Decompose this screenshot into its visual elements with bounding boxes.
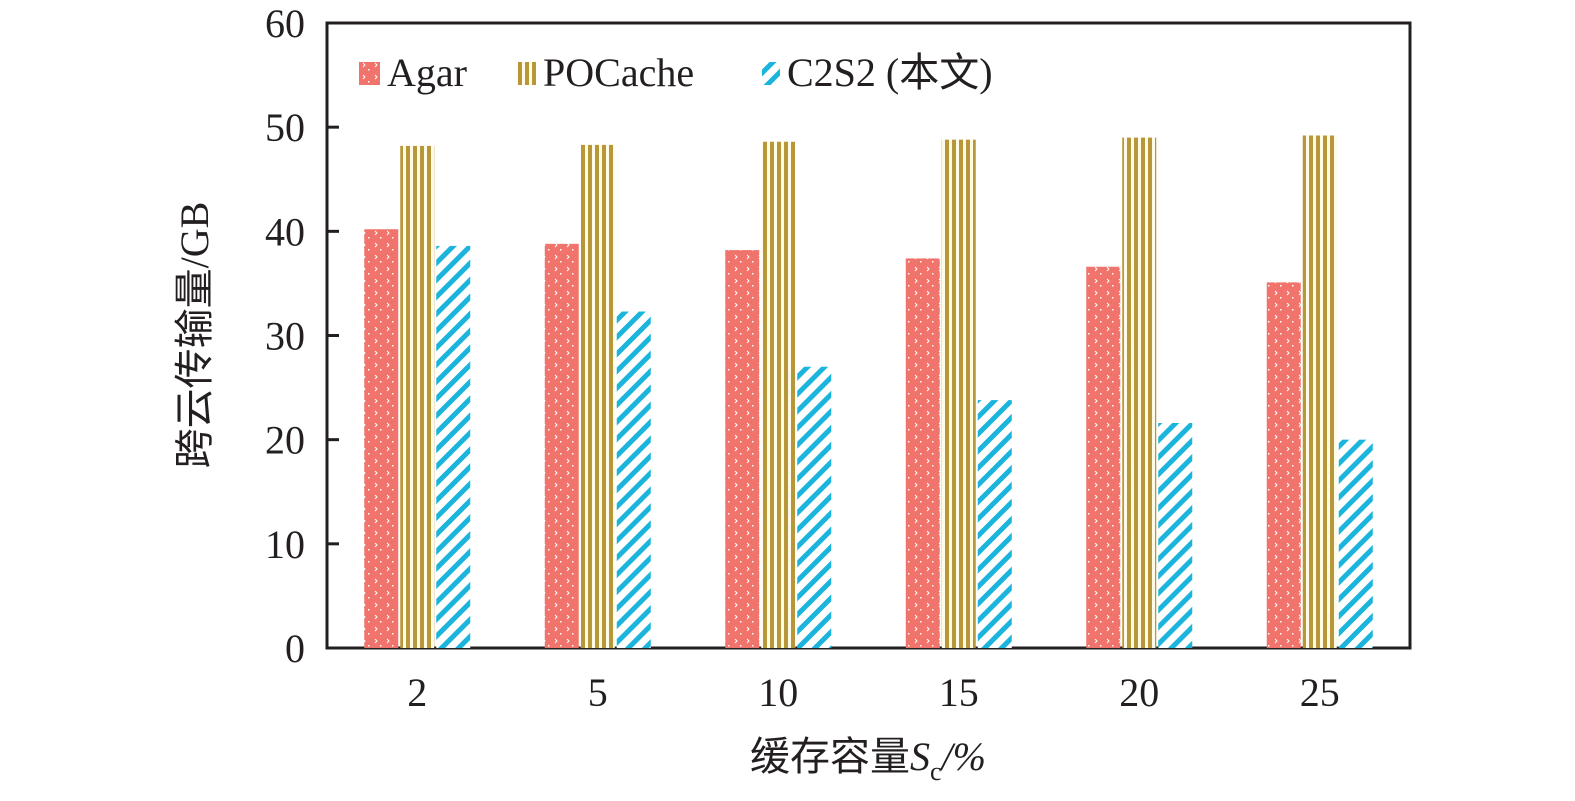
y-axis-title: 跨云传输量/GB (172, 202, 217, 469)
legend-label-agar: Agar (387, 50, 467, 95)
y-tick-label: 0 (285, 626, 305, 671)
bar-pocache-15 (941, 139, 976, 648)
x-axis-title-var: S (910, 734, 930, 779)
bar-pocache-25 (1302, 135, 1337, 648)
bar-agar-5 (544, 243, 579, 649)
y-tick-label: 10 (265, 522, 305, 567)
x-tick-label: 2 (407, 670, 427, 715)
y-tick-label: 50 (265, 105, 305, 150)
bar-agar-2 (364, 229, 399, 648)
x-axis-title-prefix: 缓存容量 (750, 734, 910, 779)
x-tick-label: 20 (1119, 670, 1159, 715)
legend-swatch-agar (359, 62, 380, 85)
bar-c2s2-2 (436, 245, 471, 648)
bar-agar-20 (1086, 266, 1121, 648)
bar-pocache-20 (1122, 137, 1157, 649)
x-axis: 2 5 10 15 20 25 (407, 670, 1340, 715)
x-axis-title: 缓存容量Sc/% (750, 734, 986, 786)
plot-frame (325, 21, 1412, 650)
bar-c2s2-15 (977, 400, 1012, 648)
legend: Agar POCache C2S2 (本文) (359, 50, 993, 95)
legend-swatch-pocache (517, 62, 536, 85)
bar-c2s2-20 (1158, 423, 1193, 648)
x-tick-label: 15 (939, 670, 979, 715)
x-axis-title-sub: c (930, 757, 942, 786)
legend-label-pocache: POCache (543, 50, 694, 95)
bar-c2s2-10 (797, 366, 832, 648)
bar-pocache-5 (580, 144, 615, 648)
x-tick-label: 10 (758, 670, 798, 715)
bar-c2s2-25 (1338, 439, 1373, 648)
x-axis-title-suffix: /% (940, 734, 986, 779)
x-tick-label: 25 (1300, 670, 1340, 715)
bar-pocache-10 (761, 141, 796, 648)
y-tick-label: 20 (265, 418, 305, 463)
bar-agar-15 (905, 258, 940, 648)
y-axis: 0 10 20 30 40 50 60 (265, 1, 339, 671)
bar-c2s2-5 (616, 311, 651, 648)
y-tick-label: 60 (265, 1, 305, 46)
y-tick-label: 30 (265, 314, 305, 359)
bar-agar-10 (725, 250, 760, 649)
legend-label-c2s2: C2S2 (本文) (787, 50, 993, 95)
y-tick-label: 40 (265, 209, 305, 254)
x-tick-label: 5 (588, 670, 608, 715)
legend-swatch-c2s2 (762, 62, 780, 85)
bar-pocache-2 (400, 145, 435, 648)
bar-agar-25 (1266, 282, 1301, 648)
bars-group (364, 135, 1373, 649)
